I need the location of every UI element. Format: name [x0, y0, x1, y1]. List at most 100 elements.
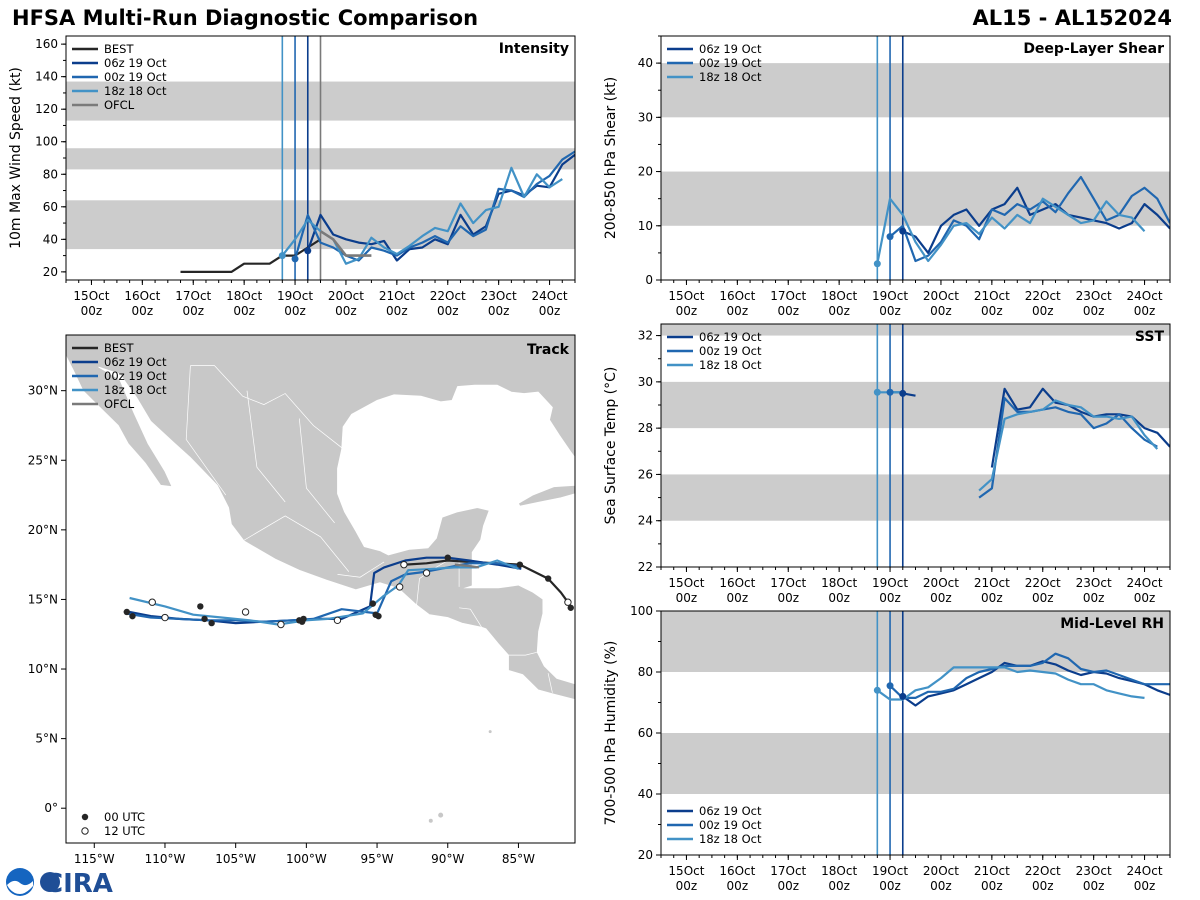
x-tick-day: 20Oct	[923, 864, 959, 878]
legend-label: 06z 19 Oct	[104, 355, 167, 369]
track-line	[454, 563, 480, 569]
init-marker	[304, 247, 312, 255]
marker-00utc	[544, 575, 552, 582]
x-tick-hour: 00z	[539, 304, 561, 318]
panel-sst: 22242628303215Oct00z16Oct00z17Oct00z18Oc…	[603, 323, 1171, 605]
country-border	[508, 651, 537, 656]
x-tick-hour: 00z	[828, 591, 850, 605]
y-axis-label: 700-500 hPa Humidity (%)	[603, 641, 619, 826]
init-marker	[899, 227, 907, 235]
series-line	[319, 230, 372, 257]
y-tick-label: 25°N	[28, 453, 58, 467]
legend-marker-00utc	[81, 813, 89, 821]
init-marker	[886, 388, 894, 396]
marker-12utc	[148, 598, 156, 606]
x-tick-day: 15Oct	[73, 289, 109, 303]
marker-00utc	[444, 554, 451, 561]
y-tick-label: 80	[43, 167, 58, 181]
marker-12utc	[161, 613, 169, 622]
x-tick-hour: 00z	[182, 304, 204, 318]
x-tick-day: 23Oct	[1076, 576, 1112, 590]
y-tick-label: 20	[638, 165, 653, 179]
x-tick-day: 22Oct	[1025, 864, 1061, 878]
x-tick-label: 105°W	[215, 852, 256, 866]
y-tick-label: 10°N	[28, 662, 58, 676]
x-tick-day: 21Oct	[974, 864, 1010, 878]
x-tick-day: 24Oct	[532, 289, 568, 303]
legend-label: 00z 19 Oct	[699, 344, 762, 358]
marker-00utc	[129, 612, 136, 620]
shading-band	[661, 733, 1170, 794]
x-tick-hour: 00z	[1083, 591, 1105, 605]
init-marker	[886, 682, 894, 690]
legend-label: 00 UTC	[104, 810, 145, 824]
x-tick-day: 24Oct	[1127, 289, 1163, 303]
island-galapagos	[438, 812, 444, 818]
x-tick-hour: 00z	[879, 304, 901, 318]
init-marker	[899, 692, 907, 700]
init-marker	[886, 233, 894, 241]
y-tick-label: 120	[35, 102, 58, 116]
x-tick-hour: 00z	[437, 304, 459, 318]
noaa-wave	[7, 880, 33, 894]
y-tick-label: 20	[638, 848, 653, 862]
x-tick-hour: 00z	[676, 591, 698, 605]
x-tick-day: 21Oct	[974, 576, 1010, 590]
x-tick-hour: 00z	[676, 879, 698, 893]
x-tick-day: 23Oct	[1076, 864, 1112, 878]
y-tick-label: 15°N	[28, 592, 58, 606]
x-tick-day: 17Oct	[175, 289, 211, 303]
marker-00utc	[567, 604, 574, 611]
series-line	[990, 387, 1170, 468]
x-tick-label: 100°W	[286, 852, 327, 866]
series-group	[873, 652, 1170, 707]
panel-title: Track	[527, 342, 570, 358]
y-axis-label: Sea Surface Temp (°C)	[603, 367, 619, 525]
y-tick-label: 100	[35, 135, 58, 149]
x-tick-day: 19Oct	[872, 864, 908, 878]
series-line	[876, 197, 1146, 264]
x-tick-hour: 00z	[1134, 304, 1156, 318]
init-marker	[873, 388, 881, 396]
panel-rh: 2040608010015Oct00z16Oct00z17Oct00z18Oct…	[603, 604, 1171, 893]
x-tick-hour: 00z	[1032, 591, 1054, 605]
y-tick-label: 0	[645, 273, 653, 287]
series-line	[978, 397, 1158, 499]
x-tick-day: 15Oct	[668, 289, 704, 303]
legend-label: 18z 18 Oct	[699, 358, 762, 372]
x-tick-day: 22Oct	[1025, 289, 1061, 303]
legend-label: 00z 19 Oct	[699, 818, 762, 832]
x-tick-day: 18Oct	[821, 289, 857, 303]
x-tick-day: 16Oct	[719, 289, 755, 303]
country-border	[246, 390, 286, 503]
country-border	[185, 365, 227, 496]
init-marker	[873, 260, 881, 268]
x-tick-hour: 00z	[1134, 591, 1156, 605]
y-tick-label: 5°N	[35, 732, 58, 746]
legend-marker-12utc	[81, 827, 89, 835]
x-tick-hour: 00z	[233, 304, 255, 318]
x-tick-hour: 00z	[828, 879, 850, 893]
y-tick-label: 30	[638, 375, 653, 389]
x-tick-hour: 00z	[727, 879, 749, 893]
series-group	[180, 150, 575, 273]
marker-12utc	[564, 598, 572, 606]
marker-12utc	[422, 569, 431, 577]
y-tick-label: 20	[43, 265, 58, 279]
legend-label: 00z 19 Oct	[104, 369, 167, 383]
x-tick-day: 24Oct	[1127, 576, 1163, 590]
x-tick-hour: 00z	[930, 879, 952, 893]
x-tick-hour: 00z	[81, 304, 103, 318]
legend-label: OFCL	[104, 397, 135, 411]
country-border	[459, 607, 482, 628]
y-tick-label: 20°N	[28, 523, 58, 537]
x-tick-day: 19Oct	[872, 576, 908, 590]
x-tick-hour: 00z	[777, 879, 799, 893]
init-marker	[873, 686, 881, 694]
x-tick-hour: 00z	[981, 879, 1003, 893]
x-tick-hour: 00z	[1032, 879, 1054, 893]
x-tick-hour: 00z	[1083, 879, 1105, 893]
x-tick-day: 24Oct	[1127, 864, 1163, 878]
y-tick-label: 30	[638, 110, 653, 124]
